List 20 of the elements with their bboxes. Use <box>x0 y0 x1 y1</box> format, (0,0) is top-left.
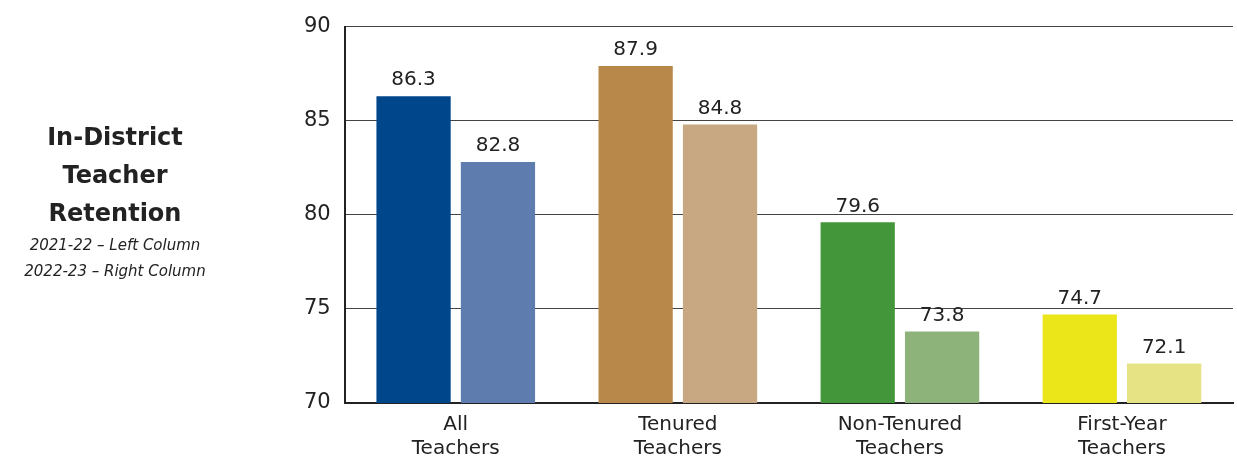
x-tick-label: Non-Tenured Teachers <box>837 411 963 460</box>
data-label: 79.6 <box>835 192 880 217</box>
y-tick-label: 80 <box>303 201 331 226</box>
data-label: 73.8 <box>919 301 965 326</box>
text: 2022-23 – Right Column <box>23 261 207 282</box>
y-tick-label: 75 <box>303 295 331 320</box>
x-tick-label: Tenured Teachers <box>632 411 722 460</box>
data-label: 74.7 <box>1057 284 1103 309</box>
data-label: 84.8 <box>697 94 743 119</box>
y-tick-label: 85 <box>303 107 331 132</box>
data-label: 86.3 <box>391 66 436 91</box>
y-tick-label: 90 <box>303 13 331 38</box>
y-tick-label: 70 <box>303 389 331 414</box>
x-tick-label: First-Year Teachers <box>1076 411 1168 460</box>
data-label: 72.1 <box>1141 333 1187 358</box>
data-label: 87.9 <box>613 36 658 61</box>
text: 2021-22 – Left Column <box>28 235 202 256</box>
text: In-District Teacher Retention <box>46 122 184 229</box>
x-tick-label: All Teachers <box>410 411 500 460</box>
data-label: 82.8 <box>475 132 521 157</box>
